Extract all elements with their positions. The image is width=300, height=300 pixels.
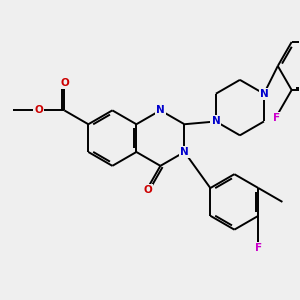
Text: O: O	[143, 185, 152, 195]
Text: F: F	[273, 113, 280, 123]
Text: N: N	[156, 105, 165, 116]
Text: O: O	[34, 105, 43, 116]
Text: N: N	[260, 89, 268, 99]
Text: O: O	[61, 78, 70, 88]
Text: N: N	[180, 147, 189, 157]
Text: N: N	[212, 116, 220, 127]
Text: F: F	[255, 244, 262, 254]
